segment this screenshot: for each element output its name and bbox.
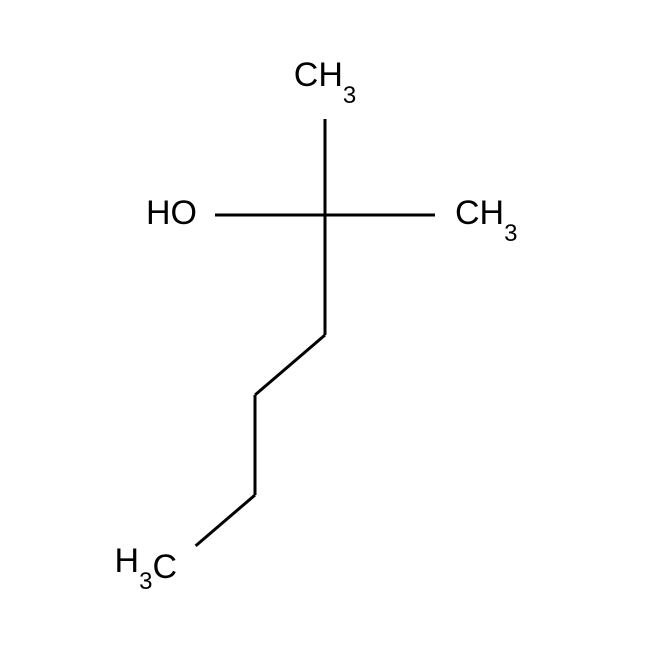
bond <box>196 495 255 546</box>
bonds-layer <box>196 119 435 546</box>
atom-label: H3C <box>115 542 177 595</box>
atom-label: CH3 <box>455 194 517 247</box>
atom-label: HO <box>146 194 197 232</box>
labels-layer: CH3 CH3 HO H3C <box>115 56 518 595</box>
molecule-diagram: CH3 CH3 HO H3C <box>0 0 650 650</box>
atom-label: CH3 <box>294 56 356 109</box>
bond <box>255 335 325 395</box>
